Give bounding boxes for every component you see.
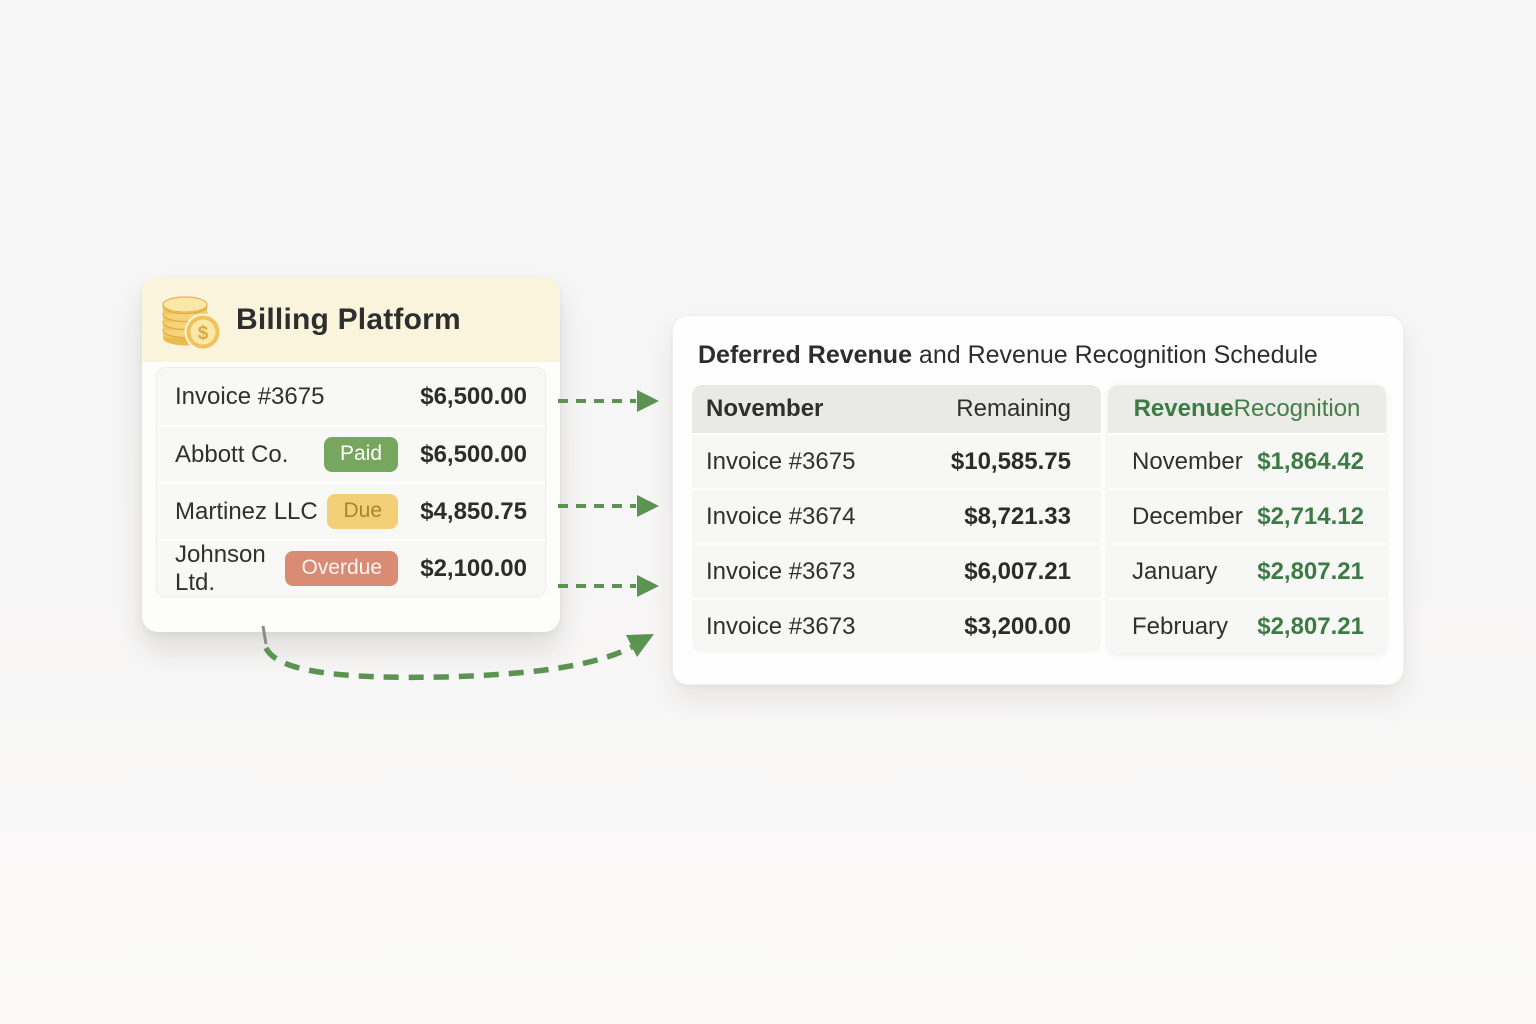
cell-month: November <box>1132 447 1243 475</box>
table-header-left: November Remaining <box>692 385 1101 433</box>
schedule-title-rest: and Revenue Recognition Schedule <box>911 341 1318 369</box>
schedule-table-recognition-section: Revenue Recognition November $1,864.42 D… <box>1108 385 1386 653</box>
cell-month: December <box>1132 502 1243 530</box>
billing-row-invoice: Invoice #3675 $6,500.00 <box>157 368 545 425</box>
cell-recognized-amount: $2,807.21 <box>1257 612 1364 640</box>
invoice-label: Invoice #3675 <box>175 382 325 410</box>
table-row: January $2,807.21 <box>1108 543 1386 598</box>
client-amount: $4,850.75 <box>420 497 527 525</box>
header-revenue-bold: Revenue <box>1133 395 1234 422</box>
header-recognition-rest: Recognition <box>1233 395 1361 422</box>
invoice-amount: $6,500.00 <box>420 382 527 410</box>
cell-recognized-amount: $2,714.12 <box>1257 502 1364 530</box>
table-row: December $2,714.12 <box>1108 488 1386 543</box>
billing-platform-card: $ Billing Platform Invoice #3675 $6,500.… <box>142 278 560 632</box>
status-badge-paid: Paid <box>323 437 398 472</box>
cell-remaining: $8,721.33 <box>964 502 1071 530</box>
arrowhead-1-icon <box>637 390 659 412</box>
client-label: Johnson Ltd. <box>175 540 266 596</box>
schedule-table-left-section: November Remaining Invoice #3675 $10,585… <box>692 385 1101 653</box>
schedule-title: Deferred Revenue and Revenue Recognition… <box>698 341 1318 370</box>
billing-row-johnson: Johnson Ltd. Overdue $2,100.00 <box>157 539 545 596</box>
billing-card-title: Billing Platform <box>236 303 461 336</box>
billing-row-abbott: Abbott Co. Paid $6,500.00 <box>157 425 545 482</box>
cell-month: January <box>1132 557 1218 585</box>
cell-remaining: $10,585.75 <box>950 447 1071 475</box>
status-badge-overdue: Overdue <box>285 551 398 586</box>
table-row: Invoice #3673 $6,007.21 <box>692 543 1101 598</box>
cell-month: February <box>1132 612 1229 640</box>
curved-arrow-line <box>263 644 634 681</box>
table-row: February $2,807.21 <box>1108 598 1386 653</box>
arrowhead-2-icon <box>637 495 659 517</box>
client-amount: $2,100.00 <box>420 554 527 582</box>
billing-card-header: $ Billing Platform <box>142 278 560 362</box>
client-label: Abbott Co. <box>175 440 289 468</box>
cell-invoice: Invoice #3675 <box>706 447 856 475</box>
cell-invoice: Invoice #3673 <box>706 612 856 640</box>
table-header-recognition: Revenue Recognition <box>1108 385 1386 433</box>
client-amount: $6,500.00 <box>420 440 527 468</box>
header-remaining: Remaining <box>956 395 1071 422</box>
cell-remaining: $3,200.00 <box>964 612 1071 640</box>
table-row: November $1,864.42 <box>1108 433 1386 488</box>
table-row: Invoice #3673 $3,200.00 <box>692 598 1101 653</box>
table-row: Invoice #3674 $8,721.33 <box>692 488 1101 543</box>
schedule-title-bold: Deferred Revenue <box>698 341 912 369</box>
arrowhead-3-icon <box>637 575 659 597</box>
cell-recognized-amount: $1,864.42 <box>1257 447 1364 475</box>
billing-invoice-list: Invoice #3675 $6,500.00 Abbott Co. Paid … <box>156 367 546 597</box>
deferred-revenue-card: Deferred Revenue and Revenue Recognition… <box>672 315 1404 685</box>
schedule-table: November Remaining Invoice #3675 $10,585… <box>692 385 1386 653</box>
status-badge-due: Due <box>327 494 398 529</box>
billing-row-martinez: Martinez LLC Due $4,850.75 <box>157 482 545 539</box>
curved-arrowhead-icon <box>626 634 654 657</box>
cell-recognized-amount: $2,807.21 <box>1257 557 1364 585</box>
cell-remaining: $6,007.21 <box>964 557 1071 585</box>
coins-icon: $ <box>162 296 222 351</box>
cell-invoice: Invoice #3673 <box>706 557 856 585</box>
client-label: Martinez LLC <box>175 497 318 525</box>
header-month: November <box>706 395 824 422</box>
table-row: Invoice #3675 $10,585.75 <box>692 433 1101 488</box>
svg-text:$: $ <box>198 323 209 344</box>
cell-invoice: Invoice #3674 <box>706 502 856 530</box>
